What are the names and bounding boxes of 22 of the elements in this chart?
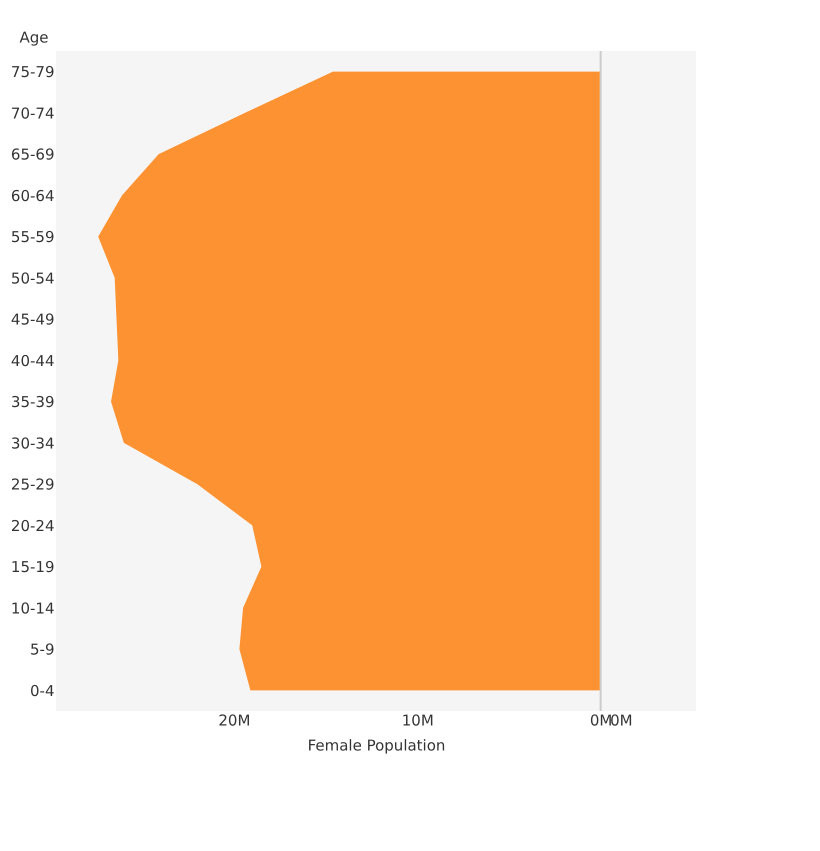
x-tick-label: 0M — [610, 712, 633, 730]
y-tick-label: 45-49 — [10, 310, 54, 329]
x-tick-label: 10M — [402, 712, 434, 730]
y-tick-label: 0-4 — [30, 682, 54, 700]
y-axis-title: Age — [19, 28, 48, 46]
y-tick-label: 5-9 — [30, 640, 54, 659]
y-tick-label: 35-39 — [10, 393, 54, 412]
y-tick-label: 55-59 — [10, 228, 54, 246]
y-tick-label: 25-29 — [10, 476, 54, 494]
x-axis-title: Female Population — [308, 736, 446, 754]
y-tick-label: 10-14 — [10, 599, 54, 618]
y-tick-label: 70-74 — [10, 104, 54, 122]
y-tick-label: 65-69 — [10, 146, 54, 164]
x-tick-label: 0M — [590, 712, 612, 730]
y-tick-label: 30-34 — [10, 434, 54, 452]
y-tick-label: 15-19 — [10, 558, 54, 576]
x-tick-label: 20M — [218, 712, 250, 730]
y-tick-label: 40-44 — [10, 352, 54, 370]
y-tick-label: 20-24 — [10, 516, 54, 535]
y-tick-label: 75-79 — [10, 63, 54, 82]
y-tick-label: 50-54 — [10, 269, 54, 288]
y-tick-label: 60-64 — [10, 186, 54, 205]
